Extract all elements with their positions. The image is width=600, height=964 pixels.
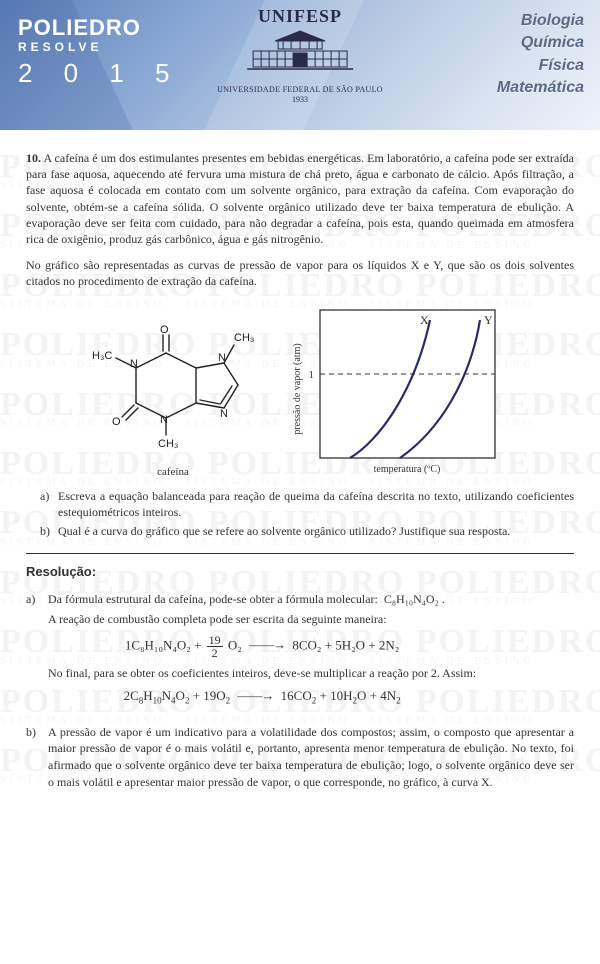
- subject-matematica: Matemática: [497, 77, 584, 99]
- figure-row: O O H₃C CH₃ CH₃ N N N N cafeína pressão …: [26, 304, 574, 478]
- item-label-a: a): [40, 488, 58, 520]
- page-content: 10. A cafeína é um dos estimulantes pres…: [0, 130, 600, 831]
- atom-n3: N: [218, 352, 226, 364]
- curve-label-y: Y: [484, 313, 493, 327]
- question-para-2: No gráfico são representadas as curvas d…: [26, 257, 574, 289]
- university-name: UNIFESP: [217, 6, 383, 27]
- subject-biologia: Biologia: [497, 10, 584, 32]
- resolution-title: Resolução:: [26, 564, 574, 579]
- subject-fisica: Física: [497, 55, 584, 77]
- question-number: 10.: [26, 151, 41, 165]
- curve-label-x: X: [420, 313, 429, 327]
- ans-body-b: A pressão de vapor é um indicativo para …: [48, 724, 574, 791]
- university-logo-icon: [245, 29, 355, 79]
- vapor-chart-block: pressão de vapor (atm) X Y 1 temperatura…: [292, 304, 512, 478]
- university-year: 1933: [217, 95, 383, 104]
- vapor-chart-svg: pressão de vapor (atm) X Y 1 temperatura…: [292, 304, 512, 474]
- ans-a-line3: No final, para se obter os coeficientes …: [48, 665, 476, 682]
- caffeine-structure: O O H₃C CH₃ CH₃ N N N N cafeína: [88, 323, 258, 478]
- ans-a-formula: C₈H₁₀N₄O₂: [384, 592, 439, 606]
- university-block: UNIFESP UNIVERSIDADE FEDERAL DE SÃO PAUL…: [217, 6, 383, 104]
- chart-xlabel: temperatura (ºC): [374, 464, 441, 474]
- equation-1: 1C₈H₁₀N₄O₂ + 192 O₂ ——→ 8CO₂ + 5H₂O + 2N…: [48, 634, 476, 659]
- brand-main: POLIEDRO: [18, 18, 182, 38]
- caffeine-svg: O O H₃C CH₃ CH₃ N N N N: [88, 323, 258, 458]
- group-ch3-top: CH₃: [234, 332, 254, 344]
- item-label-b: b): [40, 523, 58, 539]
- ans-a-intro: Da fórmula estrutural da cafeína, pode-s…: [48, 592, 378, 606]
- ytick-1: 1: [309, 369, 315, 381]
- atom-n1: N: [130, 358, 138, 370]
- equation-2: 2C8H10N4O2 + 19O2 ——→ 16CO2 + 10H2O + 4N…: [48, 687, 476, 707]
- subject-quimica: Química: [497, 32, 584, 54]
- subjects-list: Biologia Química Física Matemática: [497, 10, 584, 100]
- page-header: POLIEDRO RESOLVE 2 0 1 5 UNIFESP UNIVERS…: [0, 0, 600, 130]
- atom-n4: N: [220, 408, 228, 420]
- brand-block: POLIEDRO RESOLVE 2 0 1 5: [18, 18, 182, 89]
- atom-o-top: O: [160, 324, 169, 336]
- question-items: a)Escreva a equação balanceada para reaç…: [40, 488, 574, 540]
- group-h3c: H₃C: [92, 350, 112, 362]
- chart-border: [320, 310, 495, 458]
- brand-sub: RESOLVE: [18, 40, 182, 54]
- question-text-1: A cafeína é um dos estimulantes presente…: [26, 151, 574, 246]
- answer-block: a) Da fórmula estrutural da cafeína, pod…: [26, 591, 574, 791]
- atom-n2: N: [160, 414, 168, 426]
- ans-label-b: b): [26, 724, 48, 791]
- ans-body-a: Da fórmula estrutural da cafeína, pode-s…: [48, 591, 476, 714]
- divider: [26, 553, 574, 554]
- caffeine-caption: cafeína: [88, 466, 258, 478]
- item-text-a: Escreva a equação balanceada para reação…: [58, 488, 574, 520]
- ans-label-a: a): [26, 591, 48, 714]
- atom-o-bl: O: [112, 416, 121, 428]
- group-ch3-bot: CH₃: [158, 438, 178, 450]
- chart-ylabel: pressão de vapor (atm): [292, 343, 303, 434]
- question-para-1: 10. A cafeína é um dos estimulantes pres…: [26, 150, 574, 247]
- university-fullname: UNIVERSIDADE FEDERAL DE SÃO PAULO: [217, 85, 383, 94]
- ans-a-line2: A reação de combustão completa pode ser …: [48, 611, 476, 628]
- item-text-b: Qual é a curva do gráfico que se refere …: [58, 523, 510, 539]
- brand-year: 2 0 1 5: [18, 58, 182, 89]
